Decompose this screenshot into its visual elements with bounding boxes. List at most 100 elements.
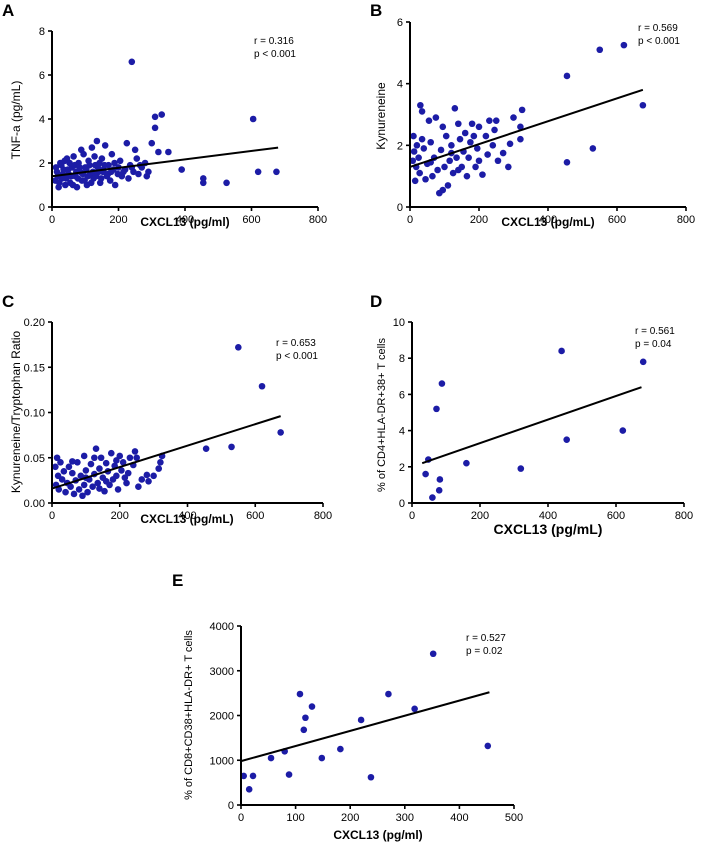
panel-a-y-tick-label: 0 bbox=[39, 202, 45, 214]
panel-e-y-tick-label: 1000 bbox=[210, 755, 234, 767]
panel-b-data-point bbox=[429, 172, 436, 180]
panel-c-data-point bbox=[87, 460, 95, 468]
panel-b-data-point bbox=[448, 142, 455, 149]
panel-b-data-point bbox=[620, 41, 628, 49]
panel-c-data-point bbox=[143, 471, 151, 479]
panel-a-data-point bbox=[92, 172, 100, 180]
panel-b-data-point bbox=[434, 166, 441, 174]
panel-c-data-point bbox=[65, 463, 73, 471]
panel-b-points bbox=[409, 41, 647, 197]
panel-d-y-tick-label: 6 bbox=[399, 389, 405, 401]
panel-b-x-tick-label: 0 bbox=[407, 214, 413, 226]
panel-e-data-point bbox=[302, 714, 309, 722]
panel-a-ticks: 0 200 400 600 800 0 2 4 6 8 bbox=[39, 26, 327, 226]
panel-a-fit-line bbox=[51, 146, 279, 178]
panel-c-y-tick-label: 0.15 bbox=[24, 362, 45, 374]
panel-b-x-axis-label: CXCL13 (pg/mL) bbox=[501, 215, 594, 229]
panel-a: A 0 200 400 600 800 0 2 4 6 8 r = 0.316 p < 0.001… bbox=[2, 1, 327, 229]
panel-b-data-point bbox=[420, 145, 428, 152]
panel-a-data-point bbox=[56, 179, 63, 187]
panel-b-letter: B bbox=[370, 1, 382, 20]
panel-e-x-tick-label: 500 bbox=[505, 812, 523, 824]
panel-a-data-point bbox=[101, 142, 109, 149]
panel-b-data-point bbox=[453, 154, 460, 161]
panel-c-data-point bbox=[228, 443, 235, 451]
panel-b-data-point bbox=[505, 163, 512, 171]
panel-a-y-tick-label: 2 bbox=[39, 158, 45, 170]
panel-e-y-axis-label: % of CD8+CD38+HLA-DR+ T cells bbox=[183, 630, 195, 800]
panel-b-data-point bbox=[510, 114, 517, 121]
panel-a-data-point bbox=[77, 146, 85, 154]
panel-e-fit-line bbox=[240, 691, 490, 763]
panel-e-x-tick-label: 100 bbox=[286, 812, 304, 824]
panel-a-x-axis-label: CXCL13 (pg/ml) bbox=[140, 215, 229, 229]
panel-c-y-tick-label: 0.20 bbox=[24, 317, 45, 329]
panel-a-data-point bbox=[131, 146, 139, 154]
panel-e-x-tick-label: 400 bbox=[450, 812, 468, 824]
panel-d-x-tick-label: 800 bbox=[675, 510, 693, 522]
panel-b-data-point bbox=[589, 145, 597, 152]
panel-a-data-point bbox=[178, 166, 185, 173]
panel-c-data-point bbox=[235, 344, 242, 351]
panel-a-data-point bbox=[158, 111, 166, 118]
panel-d-y-tick-label: 8 bbox=[399, 353, 405, 365]
panel-d-x-tick-label: 200 bbox=[471, 510, 489, 522]
panel-b-data-point bbox=[563, 72, 571, 80]
panel-a-y-tick-label: 8 bbox=[39, 26, 45, 38]
panel-d-r-value: r = 0.561 bbox=[635, 326, 675, 337]
panel-e-data-point bbox=[249, 772, 257, 780]
panel-a-data-point bbox=[52, 164, 60, 171]
panel-c-x-tick-label: 0 bbox=[49, 510, 55, 522]
panel-b-data-point bbox=[425, 117, 433, 124]
panel-a-data-point bbox=[151, 124, 159, 132]
panel-b-data-point bbox=[482, 132, 490, 140]
panel-c-data-point bbox=[155, 465, 163, 472]
panel-e-x-axis-label: CXCL13 (pg/ml) bbox=[333, 828, 422, 842]
panel-b-y-tick-label: 6 bbox=[397, 17, 403, 29]
panel-e-data-point bbox=[367, 773, 375, 781]
panel-b-data-point bbox=[410, 148, 418, 155]
panel-a-data-point bbox=[116, 157, 124, 165]
panel-b-data-point bbox=[444, 182, 452, 189]
panel-c-data-point bbox=[57, 458, 64, 466]
panel-c-data-point bbox=[91, 454, 98, 462]
panel-b-data-point bbox=[436, 189, 443, 197]
panel-a-data-point bbox=[96, 159, 103, 167]
panel-d-x-axis-label: CXCL13 (pg/mL) bbox=[494, 521, 603, 537]
panel-a-data-point bbox=[91, 153, 98, 160]
panel-a-data-point bbox=[165, 148, 172, 156]
panel-d-data-point bbox=[517, 465, 525, 472]
panel-e-y-tick-label: 3000 bbox=[210, 666, 234, 678]
panel-c-data-point bbox=[75, 486, 83, 493]
panel-a-data-point bbox=[223, 179, 230, 187]
panel-e-r-value: r = 0.527 bbox=[466, 633, 506, 644]
panel-b-data-point bbox=[416, 169, 423, 177]
panel-c-data-point bbox=[107, 449, 115, 457]
panel-b-axes bbox=[409, 22, 686, 208]
panel-d-x-tick-label: 0 bbox=[409, 510, 415, 522]
panel-b-data-point bbox=[518, 106, 526, 114]
panel-a-data-point bbox=[135, 170, 142, 178]
panel-c-data-point bbox=[135, 483, 142, 491]
panel-c-data-point bbox=[113, 457, 120, 464]
panel-a-data-point bbox=[106, 177, 114, 184]
panel-b-data-point bbox=[455, 120, 462, 128]
panel-a-data-point bbox=[111, 181, 119, 189]
panel-a-data-point bbox=[148, 139, 156, 147]
panel-c-data-point bbox=[69, 458, 76, 465]
panel-c-data-point bbox=[101, 487, 108, 495]
panel-e-p-value: p = 0.02 bbox=[466, 646, 503, 657]
panel-a-data-point bbox=[249, 115, 257, 123]
panel-c-data-point bbox=[96, 465, 103, 472]
panel-a-data-point bbox=[71, 161, 78, 169]
panel-b-data-point bbox=[409, 157, 417, 165]
panel-c-data-point bbox=[74, 458, 81, 466]
panel-b-data-point bbox=[427, 138, 435, 146]
panel-e-x-tick-label: 0 bbox=[238, 812, 244, 824]
panel-b-data-point bbox=[418, 108, 426, 115]
panel-c-r-value: r = 0.653 bbox=[276, 338, 316, 349]
panel-d-y-tick-label: 2 bbox=[399, 462, 405, 474]
panel-e-letter: E bbox=[172, 571, 183, 590]
panel-a-data-point bbox=[199, 179, 207, 187]
